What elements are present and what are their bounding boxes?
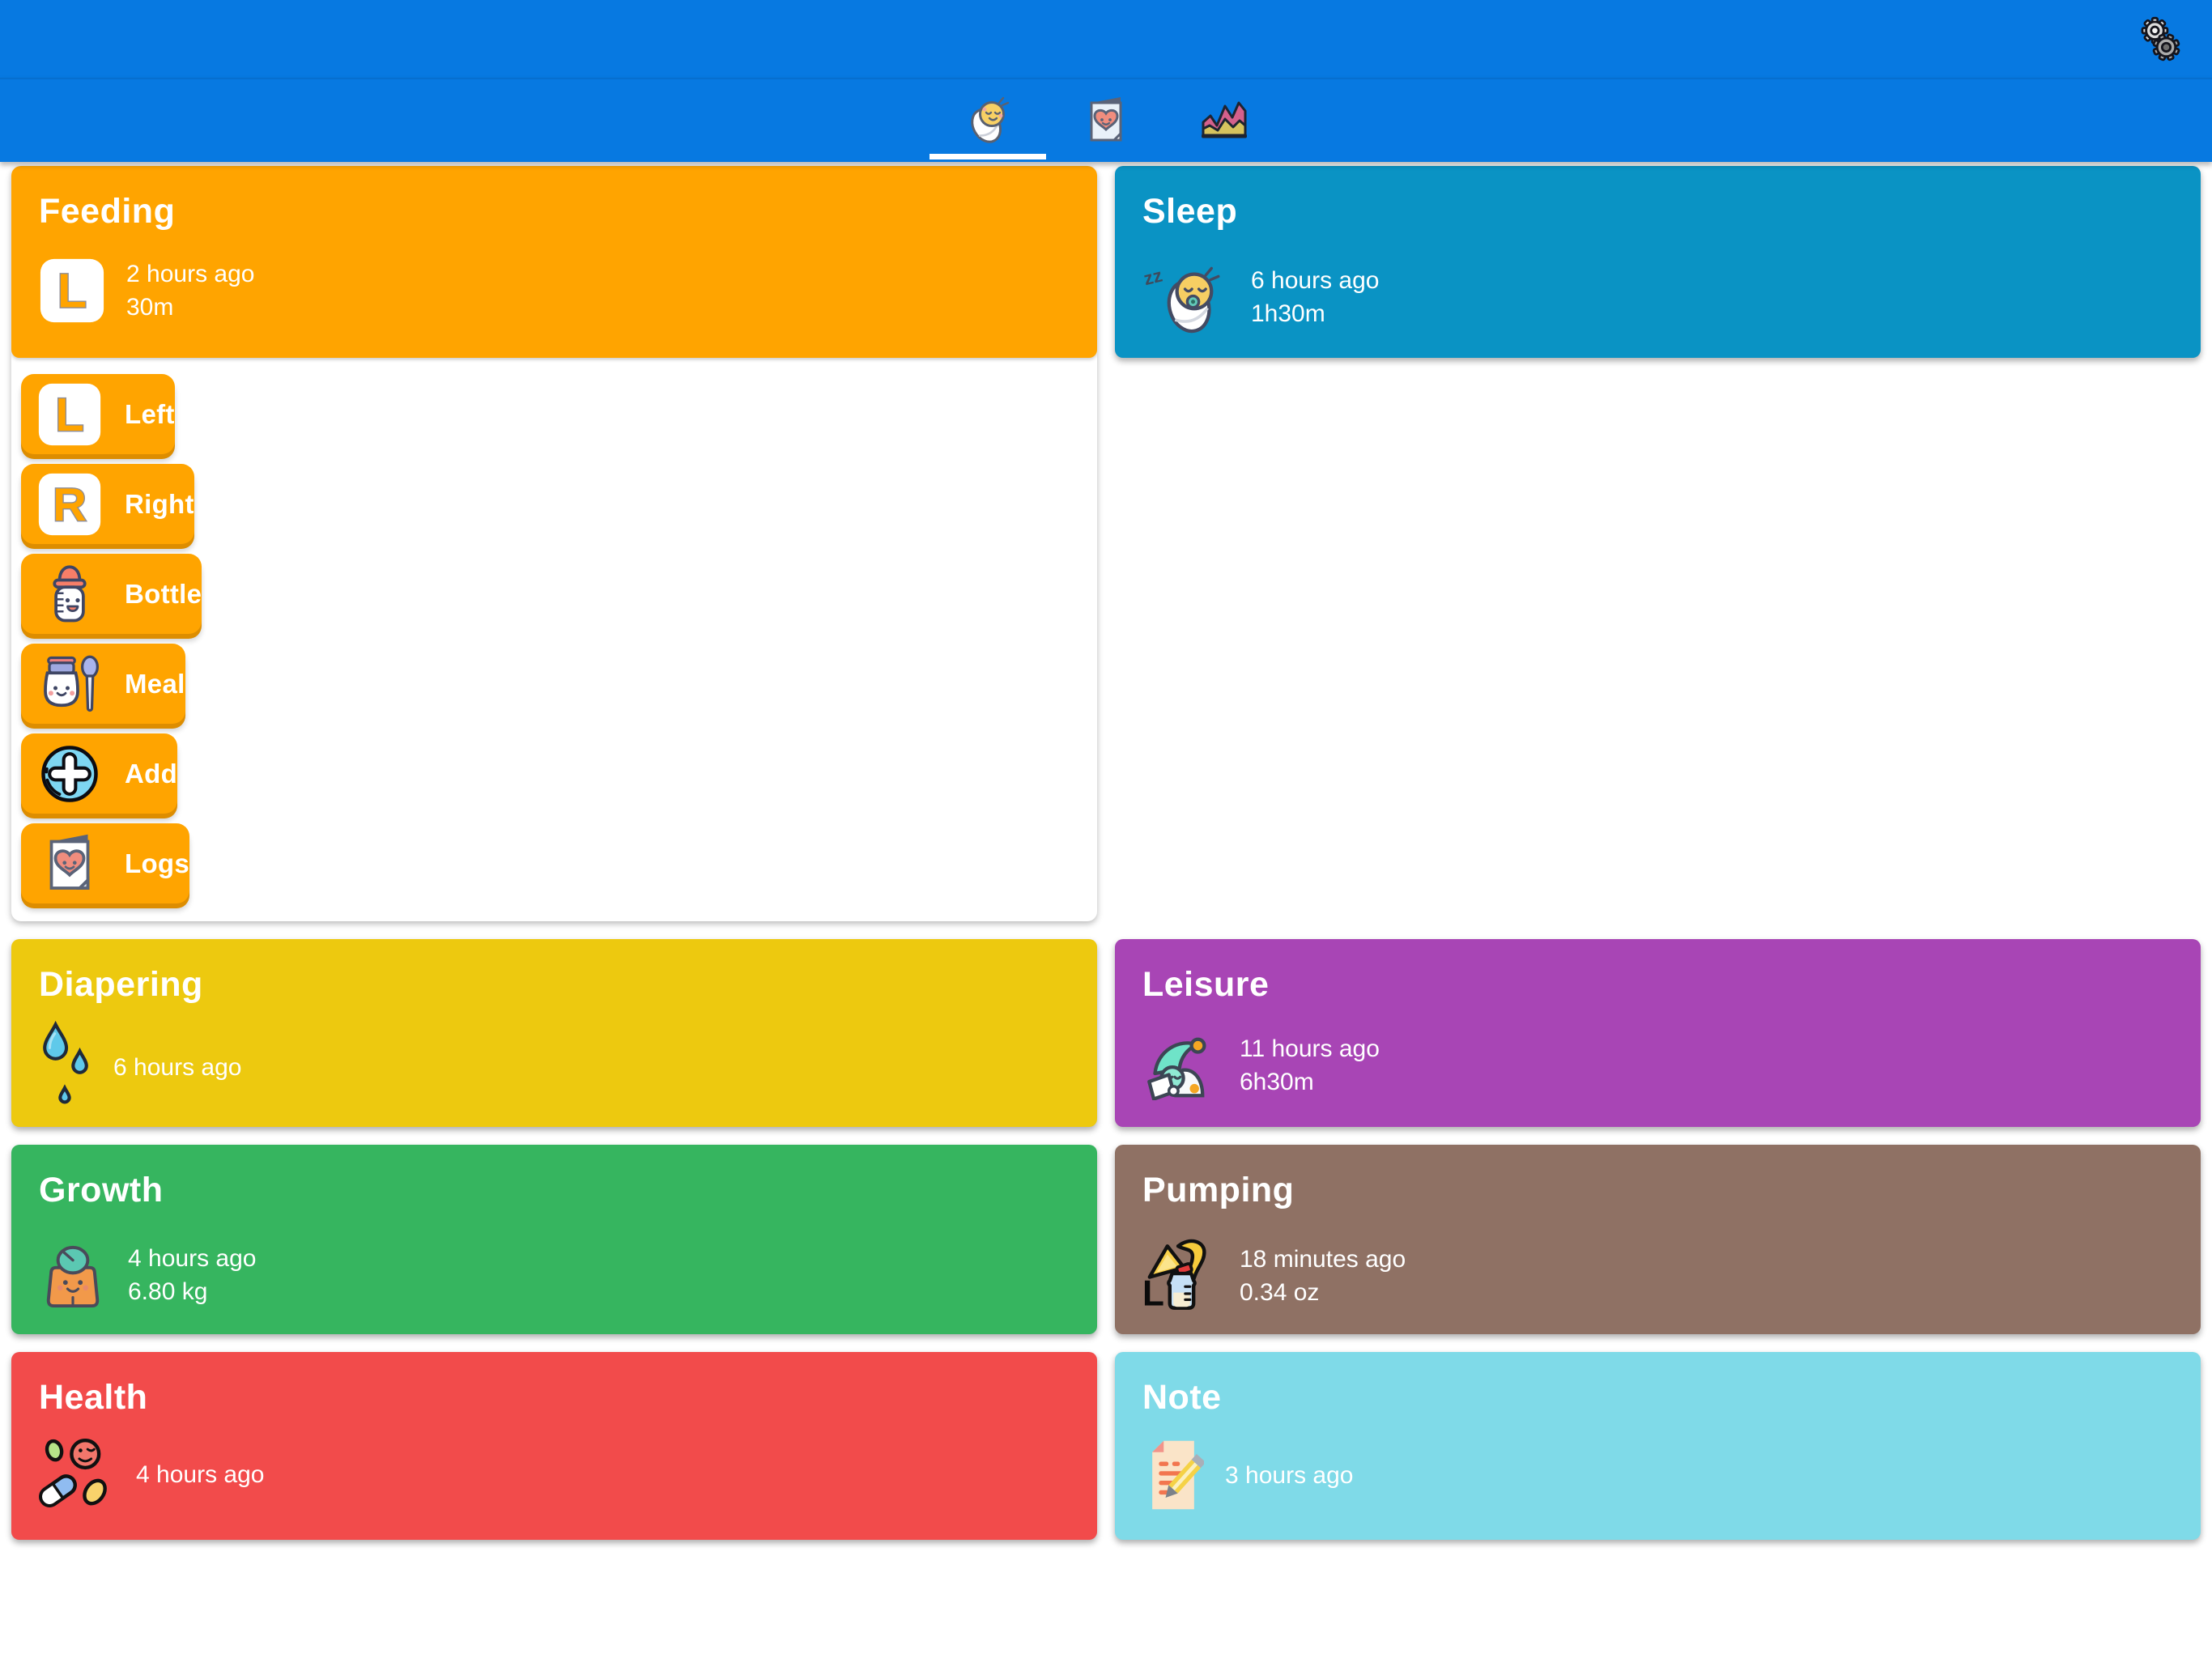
tab-health-log[interactable] [1047,79,1165,162]
feeding-left-button[interactable]: L Left [21,374,175,454]
heart-card-icon [1090,97,1122,142]
note-summary: 3 hours ago [1142,1437,2173,1513]
card-title: Leisure [1142,965,1270,1004]
card-title: Growth [39,1171,164,1209]
sleep-card[interactable]: Sleep zz 6 hours ago 1 [1115,166,2201,358]
meal-jar-icon [44,655,99,712]
feeding-meal-button[interactable]: Meal [21,644,185,724]
tab-bar [0,78,2212,162]
card-lines: 18 minutes ago 0.34 oz [1240,1243,1406,1309]
detail-value: 0.34 oz [1240,1279,1320,1306]
feeding-summary: L 2 hours ago 30m [39,257,1070,324]
growth-summary: 4 hours ago 6.80 kg [39,1236,1070,1314]
card-lines: 2 hours ago 30m [126,257,254,324]
leisure-summary: 11 hours ago 6h30m [1142,1031,2173,1100]
app-bar [0,0,2212,78]
card-lines: 6 hours ago 1h30m [1251,264,1379,330]
button-label: Right [125,488,194,519]
card-lines: 4 hours ago [136,1458,264,1491]
diapering-card[interactable]: Diapering 6 hours ago [11,939,1097,1127]
water-drops-icon [43,1021,88,1104]
button-label: Add [125,758,178,789]
button-label: Left [125,398,175,429]
detail-value: 1h30m [1251,300,1325,327]
time-ago: 4 hours ago [128,1245,257,1272]
card-title: Health [39,1378,148,1417]
zz-glyph: zz [1142,265,1164,290]
tab-baby-dashboard[interactable] [929,79,1047,162]
pump-side-letter: L [1142,1274,1164,1314]
pumping-summary: L 18 minutes ago 0.34 oz [1142,1236,2173,1316]
feeding-logs-button[interactable]: Logs [21,823,190,903]
leisure-card[interactable]: Leisure 11 hours ago 6h30m [1115,939,2201,1127]
feeding-bottle-button[interactable]: Bottle [21,554,202,634]
heart-card-icon [49,834,90,890]
time-ago: 2 hours ago [126,261,255,287]
card-title: Diapering [39,965,203,1004]
card-title: Sleep [1142,192,1238,231]
sleeping-baby-icon: zz [1142,265,1220,334]
feeding-right-button[interactable]: R Right [21,464,194,544]
button-label: Meal [125,668,185,699]
time-ago: 18 minutes ago [1240,1246,1406,1273]
card-title: Pumping [1142,1171,1295,1209]
button-label: Logs [125,848,190,878]
detail-value: 6h30m [1240,1069,1314,1095]
feeding-card[interactable]: Feeding L 2 hours ago 30m [11,166,1097,358]
card-lines: 3 hours ago [1225,1459,1353,1492]
area-chart-icon [1202,101,1247,138]
card-title: Feeding [39,192,176,231]
reading-gnome-icon [1147,1037,1206,1100]
settings-button[interactable] [2136,15,2184,65]
pills-icon [39,1438,107,1507]
pumping-card[interactable]: Pumping L 18 minutes ago 0.34 oz [1115,1145,2201,1334]
note-pencil-icon [1152,1440,1204,1510]
badge-letter: L [57,266,87,318]
time-ago: 6 hours ago [113,1053,242,1081]
card-lines: 11 hours ago 6h30m [1240,1032,1380,1099]
diapering-summary: 6 hours ago [39,1021,1070,1110]
feeding-section: Feeding L 2 hours ago 30m L [11,166,1097,921]
health-summary: 4 hours ago [39,1437,1070,1511]
card-title: Note [1142,1378,1222,1417]
badge-letter: L [55,389,83,441]
feeding-add-button[interactable]: Add [21,733,178,814]
time-ago: 6 hours ago [1251,267,1380,294]
letter-l-icon: L [38,383,101,445]
growth-card[interactable]: Growth 4 hours ago 6.80 kg [11,1145,1097,1334]
add-circle-icon [41,745,98,802]
card-lines: 4 hours ago 6.80 kg [128,1242,256,1308]
time-ago: 3 hours ago [1225,1461,1354,1489]
baby-bottle-icon [53,564,87,622]
tab-charts[interactable] [1165,79,1283,162]
button-label: Bottle [125,578,202,609]
gears-icon [2141,16,2180,62]
note-card[interactable]: Note [1115,1352,2201,1540]
active-tab-indicator [929,154,1046,159]
sleep-summary: zz 6 hours ago 1h30m [1142,257,2173,337]
baby-scale-icon [46,1245,100,1308]
swaddled-baby-icon [971,96,1010,143]
card-lines: 6 hours ago [113,1051,241,1084]
breast-pump-icon: L [1142,1239,1206,1314]
letter-l-icon: L [40,258,104,323]
health-card[interactable]: Health 4 hours ago [11,1352,1097,1540]
detail-value: 6.80 kg [128,1278,208,1305]
time-ago: 4 hours ago [136,1460,265,1488]
detail-value: 30m [126,294,174,321]
badge-letter: R [53,479,87,531]
dashboard: Feeding L 2 hours ago 30m L [0,162,2212,1540]
time-ago: 11 hours ago [1240,1035,1380,1062]
letter-r-icon: R [38,473,101,535]
